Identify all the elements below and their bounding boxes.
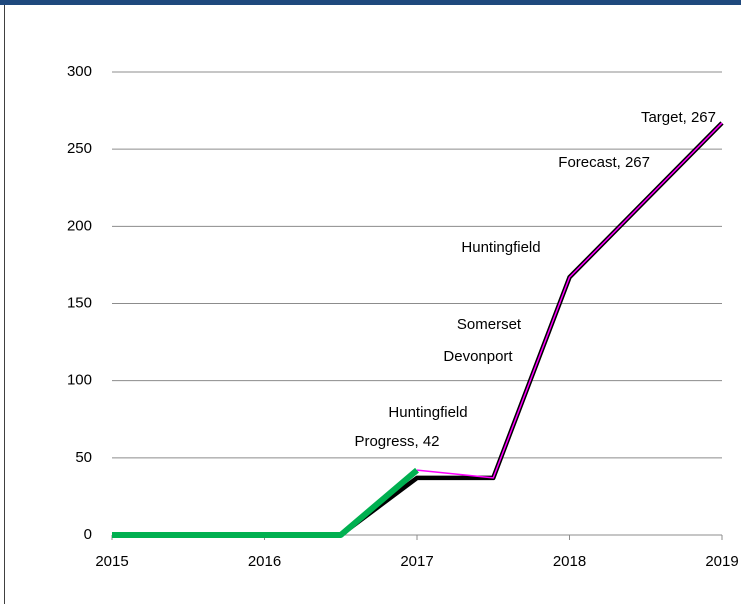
data-label: Forecast, 267 [558, 154, 650, 171]
annotation: Somerset [457, 316, 522, 333]
y-tick-label: 200 [67, 217, 92, 234]
y-tick-label: 100 [67, 372, 92, 389]
top-bar [0, 0, 741, 5]
data-label: Progress, 42 [354, 433, 439, 450]
x-tick-label: 2019 [705, 553, 738, 570]
x-tick-label: 2017 [400, 553, 433, 570]
annotation: Devonport [443, 348, 513, 365]
series-line [416, 122, 723, 479]
x-tick-label: 2016 [248, 553, 281, 570]
series-line [112, 467, 419, 538]
y-tick-label: 0 [84, 526, 92, 543]
data-label: Target, 267 [641, 109, 716, 126]
annotation: Huntingfield [388, 404, 467, 421]
x-tick-label: 2015 [95, 553, 128, 570]
x-tick-label: 2018 [553, 553, 586, 570]
annotation: Huntingfield [461, 239, 540, 256]
y-tick-label: 250 [67, 140, 92, 157]
y-tick-label: 50 [75, 449, 92, 466]
y-tick-label: 150 [67, 294, 92, 311]
y-tick-label: 300 [67, 63, 92, 80]
